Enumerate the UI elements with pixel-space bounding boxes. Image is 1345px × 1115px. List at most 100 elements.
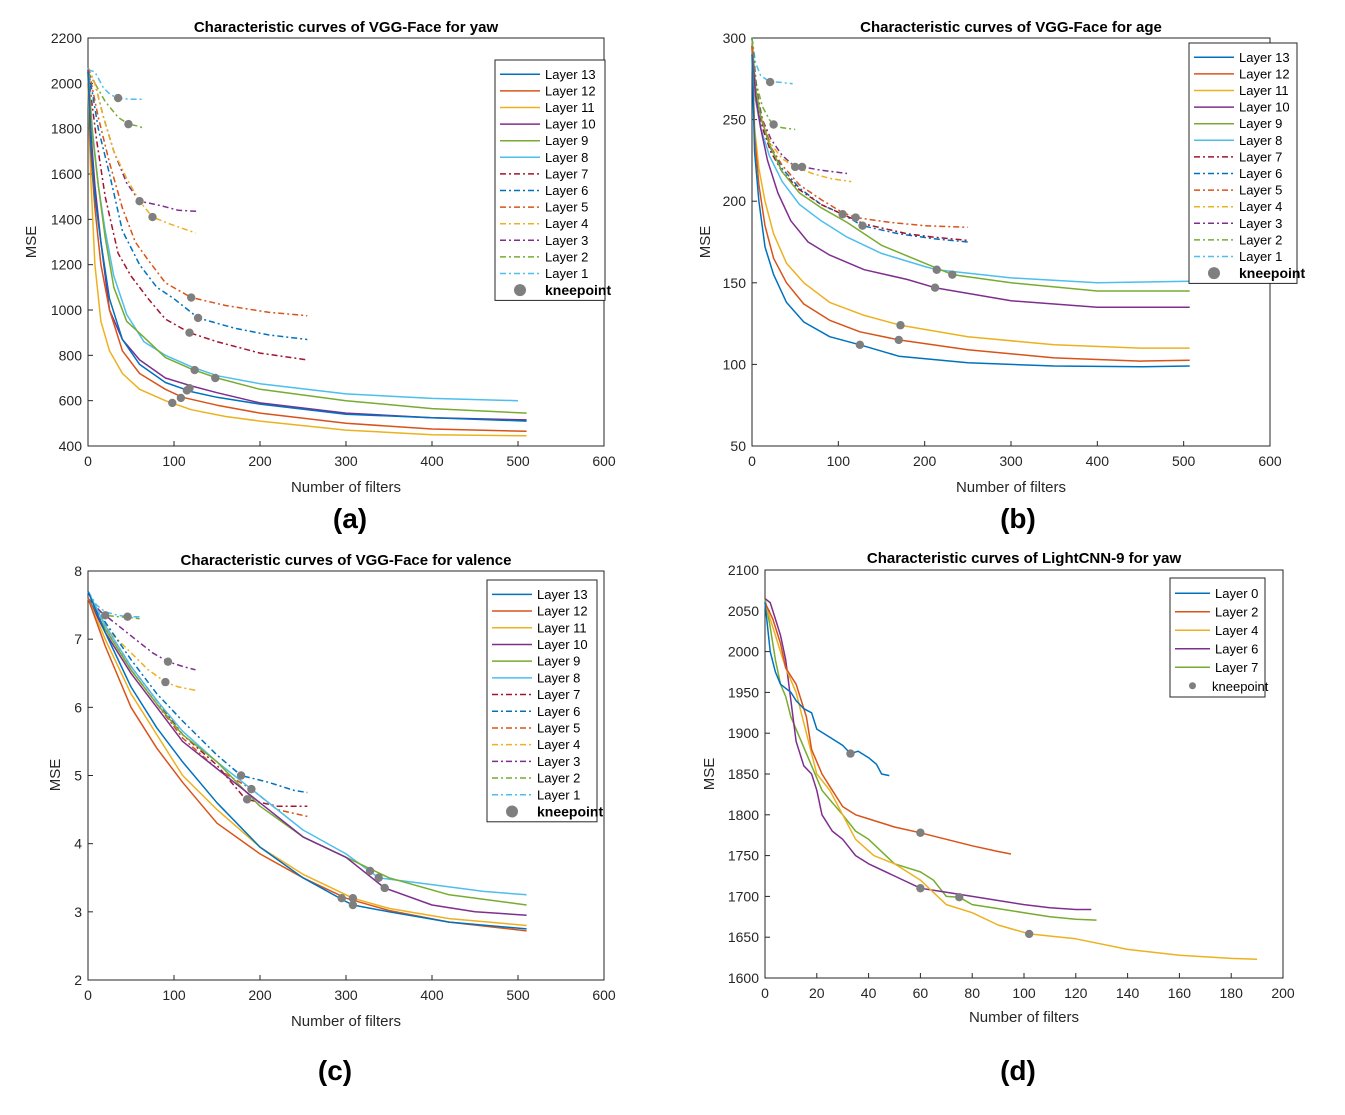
legend-label: Layer 2: [545, 249, 588, 264]
kneepoint-marker: [1024, 929, 1034, 939]
y-tick-label: 2000: [728, 644, 759, 660]
kneepoint-marker: [790, 162, 800, 172]
legend-label: Layer 12: [1239, 66, 1290, 81]
series-line-layer-4: [751, 54, 852, 183]
kneepoint-marker: [769, 120, 778, 129]
chart-panel-b: Characteristic curves of VGG-Face for ag…: [697, 19, 1305, 534]
kneepoint-marker: [135, 197, 144, 206]
x-tick-label: 100: [162, 987, 186, 1003]
x-tick-label: 100: [827, 453, 851, 469]
series-line-layer-4: [764, 602, 1258, 960]
x-tick-label: 600: [1258, 453, 1282, 469]
series-line-layer-6: [751, 37, 968, 243]
y-tick-label: 600: [59, 393, 83, 409]
x-tick-label: 120: [1064, 985, 1088, 1001]
legend-label: Layer 13: [545, 67, 596, 82]
y-tick-label: 1400: [51, 211, 82, 227]
y-tick-label: 1650: [728, 929, 759, 945]
kneepoint-marker: [896, 321, 905, 330]
legend-box: [1169, 577, 1266, 698]
x-tick-label: 200: [1271, 985, 1295, 1001]
series-line-layer-5: [87, 67, 308, 317]
chart-title: Characteristic curves of VGG-Face for ya…: [194, 19, 499, 36]
series-lines: [87, 591, 527, 932]
legend-label: Layer 11: [537, 620, 587, 635]
x-tick-label: 300: [999, 453, 1023, 469]
kneepoint-marker: [948, 270, 957, 279]
legend-label: Layer 10: [1239, 100, 1290, 115]
y-tick-label: 1600: [728, 970, 759, 986]
chart-panel-c: Characteristic curves of VGG-Face for va…: [47, 552, 616, 1086]
kneepoints: [113, 93, 220, 408]
panel-tag: (b): [1000, 503, 1036, 534]
y-axis-ticks: 2 3 4 5 6 7 8: [74, 563, 93, 988]
legend-label: Layer 13: [537, 587, 588, 602]
series-line-layer-4: [87, 597, 196, 692]
chart-panel-a: Characteristic curves of VGG-Face for ya…: [23, 19, 616, 534]
kneepoint-marker: [932, 265, 941, 274]
x-tick-label: 600: [592, 453, 616, 469]
series-line-layer-10: [87, 69, 527, 421]
series-line-layer-7: [751, 46, 968, 242]
x-axis-label: Number of filters: [291, 1013, 401, 1030]
legend-label: Layer 7: [537, 687, 580, 702]
y-tick-label: 1800: [728, 807, 759, 823]
series-line-layer-8: [87, 591, 527, 896]
kneepoint-marker: [838, 210, 847, 219]
y-tick-label: 400: [59, 438, 83, 454]
x-tick-label: 140: [1116, 985, 1140, 1001]
y-tick-label: 6: [74, 699, 82, 715]
y-axis-label: MSE: [697, 226, 714, 259]
legend-label: kneepoint: [1239, 265, 1305, 281]
legend-label: Layer 3: [537, 754, 580, 769]
y-tick-label: 800: [59, 347, 83, 363]
legend-label: Layer 2: [1239, 232, 1282, 247]
series-lines: [87, 67, 527, 437]
kneepoint-marker: [374, 873, 383, 882]
y-tick-label: 2050: [728, 603, 759, 619]
kneepoint-marker: [176, 393, 186, 403]
series-lines: [751, 37, 1190, 368]
legend-label: Layer 7: [1215, 660, 1258, 675]
series-line-layer-12: [87, 74, 527, 433]
legend-kneepoint-marker: [1208, 267, 1220, 280]
x-tick-label: 0: [84, 987, 92, 1003]
x-axis-ticks: 0 20 40 60 80 100 120 140 160 180 200: [761, 973, 1295, 1001]
y-tick-label: 5: [74, 768, 82, 784]
x-tick-label: 600: [592, 987, 616, 1003]
legend-box: [1188, 42, 1298, 284]
y-tick-label: 1200: [51, 257, 82, 273]
legend-label: Layer 0: [1215, 586, 1258, 601]
series-line-layer-8: [87, 67, 519, 402]
legend-label: Layer 9: [537, 654, 580, 669]
kneepoint-marker: [185, 328, 194, 337]
series-line-layer-13: [87, 591, 527, 930]
legend-label: kneepoint: [537, 803, 603, 819]
kneepoint-marker: [148, 212, 157, 222]
kneepoints: [101, 611, 389, 910]
legend-label: Layer 8: [545, 150, 588, 165]
kneepoint-marker: [185, 384, 194, 393]
legend-label: Layer 4: [545, 216, 588, 231]
series-lines: [764, 598, 1258, 960]
kneepoint-marker: [236, 771, 246, 780]
kneepoint-marker: [855, 340, 865, 350]
y-axis-ticks: 50 100 150 200 250 300: [723, 30, 757, 454]
kneepoint-marker: [247, 784, 256, 794]
x-tick-label: 500: [1172, 453, 1196, 469]
legend-kneepoint-marker: [1189, 682, 1196, 690]
series-line-layer-1: [751, 37, 793, 85]
kneepoint-marker: [242, 795, 252, 804]
x-tick-label: 40: [861, 985, 877, 1001]
series-line-layer-13: [751, 54, 1190, 368]
legend-label: Layer 5: [537, 720, 580, 735]
legend-label: Layer 12: [545, 83, 596, 98]
kneepoint-marker: [365, 866, 375, 876]
series-line-layer-5: [751, 37, 968, 229]
legend-label: Layer 9: [545, 133, 588, 148]
kneepoint-marker: [765, 77, 775, 87]
legend-label: kneepoint: [545, 282, 611, 298]
series-line-layer-11: [751, 46, 1190, 349]
legend-label: Layer 1: [545, 266, 588, 281]
